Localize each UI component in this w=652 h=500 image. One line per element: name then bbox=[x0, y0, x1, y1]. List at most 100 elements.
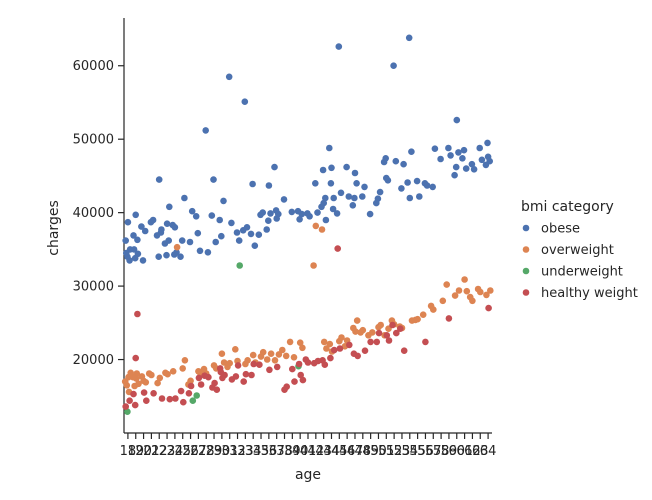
x-tick-label: 32 bbox=[229, 444, 246, 459]
data-point-obese bbox=[123, 249, 130, 257]
data-point-healthy-weight bbox=[185, 390, 193, 397]
data-point-obese bbox=[171, 224, 179, 231]
data-point-obese bbox=[451, 171, 458, 179]
data-point-healthy-weight bbox=[217, 368, 225, 376]
data-point-overweight bbox=[282, 352, 290, 360]
data-point-healthy-weight bbox=[150, 390, 157, 397]
x-tick-label: 51 bbox=[378, 444, 395, 459]
x-tick-label: 38 bbox=[276, 444, 293, 459]
x-tick-label: 21 bbox=[143, 444, 160, 459]
y-tick-label: 20000 bbox=[73, 353, 114, 368]
data-point-obese bbox=[478, 156, 486, 164]
data-point-obese bbox=[181, 194, 188, 202]
x-tick-label: 63 bbox=[472, 444, 489, 459]
data-point-overweight bbox=[352, 328, 359, 335]
data-point-obese bbox=[163, 251, 170, 259]
data-point-obese bbox=[130, 246, 138, 253]
legend: bmi category obese overweight underweight h… bbox=[521, 199, 638, 301]
data-point-obese bbox=[294, 207, 302, 215]
legend-marker bbox=[522, 246, 530, 253]
data-point-obese bbox=[225, 73, 233, 81]
data-point-obese bbox=[447, 152, 454, 159]
data-point-obese bbox=[460, 146, 468, 154]
legend-label: overweight bbox=[541, 243, 614, 258]
x-tick-label: 55 bbox=[409, 444, 426, 459]
data-point-overweight bbox=[463, 287, 471, 295]
data-point-healthy-weight bbox=[289, 365, 296, 373]
data-point-overweight bbox=[312, 222, 320, 230]
data-point-obese bbox=[482, 161, 490, 169]
data-point-overweight bbox=[267, 350, 275, 358]
data-point-overweight bbox=[451, 292, 459, 299]
data-point-overweight bbox=[263, 356, 271, 363]
data-point-obese bbox=[452, 163, 460, 171]
x-tick-label: 27 bbox=[190, 444, 207, 459]
data-point-overweight bbox=[279, 346, 286, 354]
x-tick-label: 43 bbox=[315, 444, 332, 459]
x-tick-label: 25 bbox=[174, 444, 191, 459]
data-point-obese bbox=[423, 182, 431, 189]
data-point-healthy-weight bbox=[350, 350, 358, 358]
x-tick-label: 29 bbox=[206, 444, 223, 459]
x-tick-label: 47 bbox=[347, 444, 364, 459]
data-point-overweight bbox=[286, 338, 294, 346]
data-point-overweight bbox=[271, 357, 279, 364]
y-tick-label: 60000 bbox=[73, 59, 114, 74]
data-point-obese bbox=[343, 163, 350, 171]
data-point-obese bbox=[153, 232, 161, 239]
data-point-overweight bbox=[439, 297, 447, 305]
data-point-healthy-weight bbox=[131, 401, 139, 409]
data-point-obese bbox=[216, 216, 223, 224]
data-point-obese bbox=[186, 238, 194, 246]
x-tick-label: 40 bbox=[292, 444, 309, 459]
data-point-overweight bbox=[353, 317, 361, 324]
x-tick-label: 41 bbox=[300, 444, 317, 459]
data-point-overweight bbox=[377, 321, 385, 329]
x-tick-label: 58 bbox=[433, 444, 450, 459]
data-point-obese bbox=[263, 226, 271, 233]
data-point-obese bbox=[132, 211, 139, 219]
data-point-overweight bbox=[154, 379, 161, 387]
data-point-overweight bbox=[477, 288, 484, 296]
data-point-obese bbox=[196, 247, 204, 255]
data-point-healthy-weight bbox=[248, 371, 255, 379]
y-axis-title: charges bbox=[46, 200, 62, 255]
data-point-obese bbox=[247, 230, 255, 238]
data-point-obese bbox=[139, 257, 147, 264]
data-point-overweight bbox=[218, 350, 226, 358]
data-point-obese bbox=[124, 218, 132, 226]
data-point-obese bbox=[400, 160, 407, 168]
data-point-overweight bbox=[455, 287, 463, 294]
data-point-healthy-weight bbox=[330, 346, 338, 354]
data-point-overweight bbox=[326, 340, 334, 348]
data-point-obese bbox=[166, 203, 173, 211]
data-point-obese bbox=[267, 210, 274, 217]
data-point-obese bbox=[476, 144, 484, 152]
x-tick-label: 59 bbox=[441, 444, 458, 459]
legend-label: healthy weight bbox=[541, 286, 638, 301]
legend-label: obese bbox=[541, 222, 580, 237]
data-point-healthy-weight bbox=[213, 386, 221, 394]
data-point-obese bbox=[462, 165, 470, 172]
data-point-healthy-weight bbox=[195, 374, 203, 382]
x-tick-label: 34 bbox=[245, 444, 262, 459]
data-point-obese bbox=[208, 212, 216, 219]
legend-marker bbox=[522, 267, 530, 275]
data-point-healthy-weight bbox=[180, 398, 187, 406]
data-point-obese bbox=[177, 253, 184, 260]
data-point-overweight bbox=[181, 357, 189, 364]
data-point-obese bbox=[406, 194, 414, 202]
data-point-obese bbox=[459, 155, 466, 162]
data-point-obese bbox=[134, 250, 142, 258]
data-point-healthy-weight bbox=[158, 395, 166, 402]
data-point-overweight bbox=[244, 357, 251, 364]
data-point-healthy-weight bbox=[327, 354, 334, 362]
data-point-obese bbox=[398, 185, 405, 192]
data-point-obese bbox=[373, 199, 380, 207]
data-point-healthy-weight bbox=[132, 354, 139, 362]
x-axis-title: age bbox=[295, 467, 321, 483]
data-point-healthy-weight bbox=[397, 325, 404, 333]
data-point-obese bbox=[312, 180, 319, 187]
data-point-healthy-weight bbox=[250, 360, 257, 368]
x-tick-label: 23 bbox=[159, 444, 176, 459]
